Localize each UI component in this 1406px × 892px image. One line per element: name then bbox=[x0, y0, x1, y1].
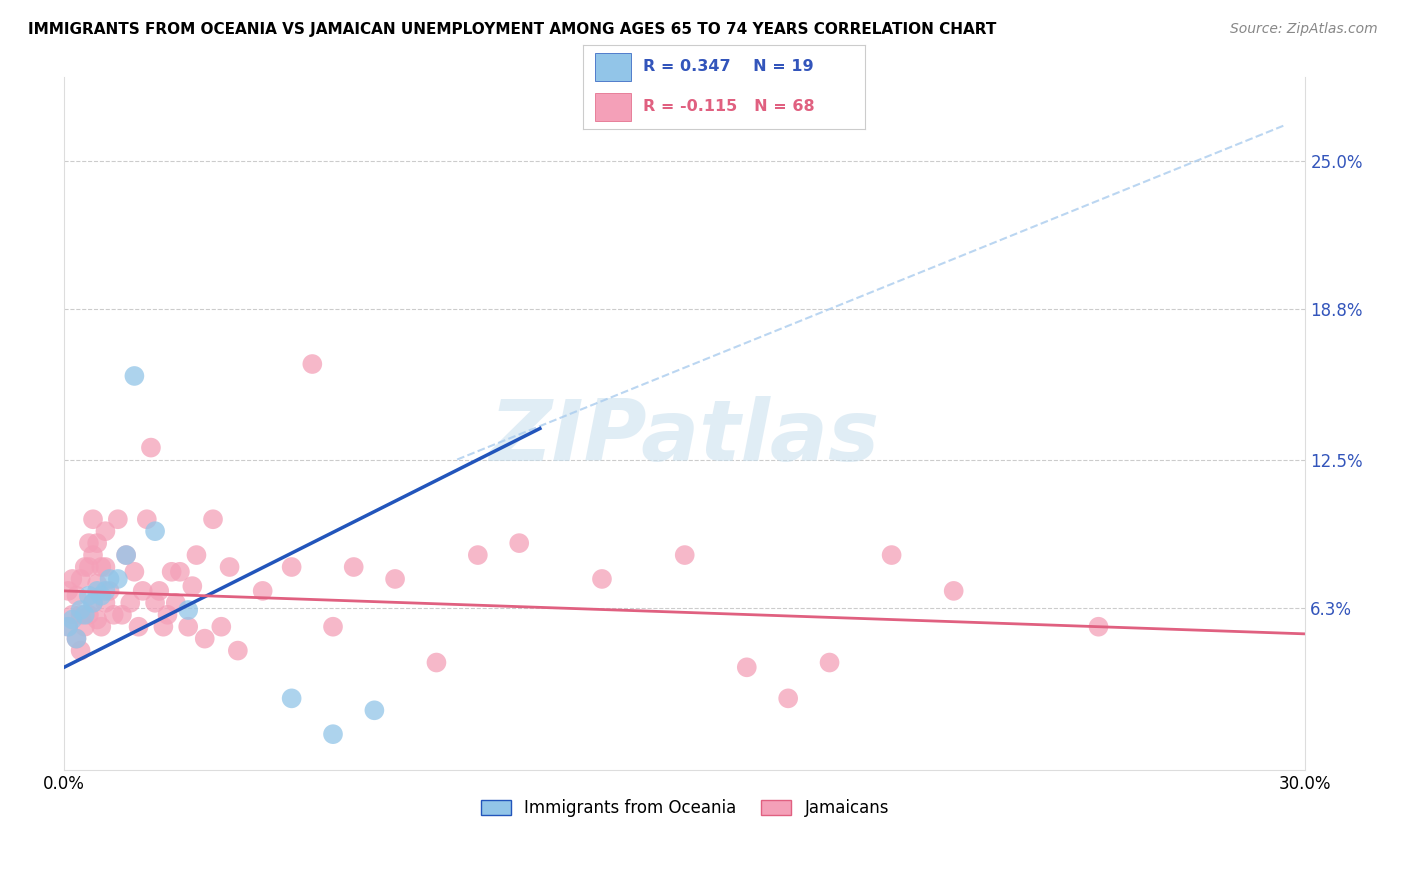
Point bbox=[124, 565, 146, 579]
Point bbox=[384, 572, 406, 586]
Point bbox=[69, 607, 91, 622]
Point bbox=[115, 548, 138, 562]
Point bbox=[165, 596, 187, 610]
Point bbox=[139, 441, 162, 455]
Point bbox=[363, 703, 385, 717]
Point bbox=[111, 607, 134, 622]
Point bbox=[65, 589, 87, 603]
Point bbox=[86, 583, 108, 598]
Bar bbox=[595, 93, 631, 120]
Point bbox=[90, 589, 112, 603]
Point bbox=[322, 727, 344, 741]
Point bbox=[77, 536, 100, 550]
Point bbox=[778, 691, 800, 706]
Point bbox=[148, 583, 170, 598]
Point bbox=[94, 596, 117, 610]
Point bbox=[942, 583, 965, 598]
Point bbox=[252, 583, 274, 598]
Point bbox=[301, 357, 323, 371]
Point bbox=[124, 368, 146, 383]
Point bbox=[673, 548, 696, 562]
Point bbox=[177, 603, 200, 617]
Point bbox=[86, 613, 108, 627]
Point bbox=[82, 512, 104, 526]
Point bbox=[69, 572, 91, 586]
Point bbox=[98, 583, 121, 598]
Point bbox=[90, 620, 112, 634]
Point bbox=[143, 524, 166, 538]
Point bbox=[143, 596, 166, 610]
Point bbox=[181, 579, 204, 593]
Point bbox=[226, 643, 249, 657]
Point bbox=[880, 548, 903, 562]
Point bbox=[131, 583, 153, 598]
Point bbox=[322, 620, 344, 634]
Text: Source: ZipAtlas.com: Source: ZipAtlas.com bbox=[1230, 22, 1378, 37]
Point bbox=[152, 620, 174, 634]
Point bbox=[58, 620, 80, 634]
Point bbox=[156, 607, 179, 622]
Point bbox=[425, 656, 447, 670]
Point bbox=[169, 565, 191, 579]
Point bbox=[343, 560, 366, 574]
Point bbox=[73, 607, 96, 622]
Point bbox=[218, 560, 240, 574]
Point bbox=[73, 560, 96, 574]
Point bbox=[58, 620, 80, 634]
Point bbox=[177, 620, 200, 634]
Point bbox=[186, 548, 208, 562]
Point bbox=[58, 583, 80, 598]
Point bbox=[60, 613, 83, 627]
Point bbox=[69, 643, 91, 657]
Point bbox=[209, 620, 232, 634]
Point bbox=[77, 560, 100, 574]
Point bbox=[69, 603, 91, 617]
Point bbox=[194, 632, 217, 646]
Point bbox=[82, 596, 104, 610]
Point bbox=[82, 596, 104, 610]
Legend: Immigrants from Oceania, Jamaicans: Immigrants from Oceania, Jamaicans bbox=[474, 793, 896, 824]
Point bbox=[65, 632, 87, 646]
Point bbox=[128, 620, 150, 634]
Point bbox=[94, 524, 117, 538]
Point bbox=[60, 607, 83, 622]
Point bbox=[202, 512, 225, 526]
Point bbox=[98, 572, 121, 586]
Text: R = -0.115   N = 68: R = -0.115 N = 68 bbox=[643, 99, 814, 114]
Point bbox=[280, 691, 302, 706]
Point bbox=[77, 589, 100, 603]
Point bbox=[82, 548, 104, 562]
Text: IMMIGRANTS FROM OCEANIA VS JAMAICAN UNEMPLOYMENT AMONG AGES 65 TO 74 YEARS CORRE: IMMIGRANTS FROM OCEANIA VS JAMAICAN UNEM… bbox=[28, 22, 997, 37]
Point bbox=[86, 576, 108, 591]
Point bbox=[1087, 620, 1109, 634]
Point bbox=[90, 560, 112, 574]
Point bbox=[94, 560, 117, 574]
Text: R = 0.347    N = 19: R = 0.347 N = 19 bbox=[643, 59, 813, 74]
Point bbox=[591, 572, 613, 586]
Text: ZIPatlas: ZIPatlas bbox=[489, 396, 880, 479]
Point bbox=[508, 536, 530, 550]
Bar bbox=[595, 54, 631, 81]
Point bbox=[818, 656, 841, 670]
Point bbox=[135, 512, 157, 526]
Point bbox=[120, 596, 142, 610]
Point bbox=[107, 512, 129, 526]
Point bbox=[86, 536, 108, 550]
Point bbox=[280, 560, 302, 574]
Point bbox=[77, 607, 100, 622]
Point bbox=[60, 572, 83, 586]
Point bbox=[115, 548, 138, 562]
Point bbox=[103, 607, 125, 622]
Point bbox=[73, 620, 96, 634]
Point bbox=[107, 572, 129, 586]
Point bbox=[467, 548, 489, 562]
Point bbox=[160, 565, 183, 579]
Point bbox=[94, 583, 117, 598]
Point bbox=[65, 632, 87, 646]
Point bbox=[735, 660, 758, 674]
